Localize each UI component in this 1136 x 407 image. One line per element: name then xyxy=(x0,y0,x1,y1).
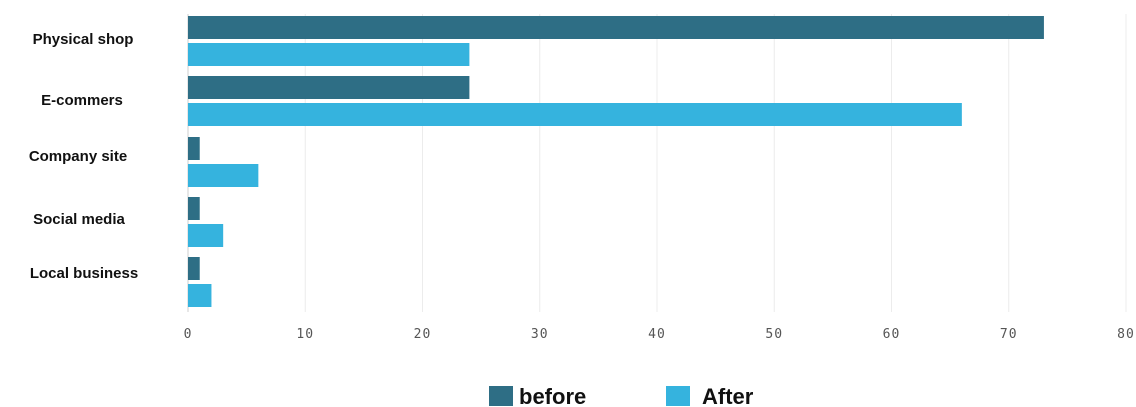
category-label-company-site: Company site xyxy=(29,148,127,165)
bar-after-social-media xyxy=(188,224,224,247)
x-tick-label-40: 40 xyxy=(648,327,666,342)
x-tick-label-50: 50 xyxy=(765,327,783,342)
x-axis-ticks: 0 10 20 30 40 50 60 70 80 xyxy=(184,327,1135,342)
x-tick-label-60: 60 xyxy=(883,327,901,342)
bar-before-local-business xyxy=(188,257,200,280)
legend-swatch-before xyxy=(489,386,513,406)
category-labels: Physical shop E-commers Company site Social… xyxy=(29,31,138,282)
x-tick-label-70: 70 xyxy=(1000,327,1018,342)
legend-label-after: After xyxy=(702,384,754,407)
bar-after-e-commers xyxy=(188,103,962,126)
bar-after-physical-shop xyxy=(188,43,470,66)
category-label-physical-shop: Physical shop xyxy=(33,31,134,48)
x-tick-label-30: 30 xyxy=(531,327,549,342)
bar-before-e-commers xyxy=(188,76,470,99)
bars xyxy=(188,16,1044,307)
legend-swatch-after xyxy=(666,386,690,406)
bar-before-social-media xyxy=(188,197,200,220)
x-tick-label-10: 10 xyxy=(296,327,314,342)
x-tick-label-80: 80 xyxy=(1117,327,1135,342)
bar-before-company-site xyxy=(188,137,200,160)
category-label-local-business: Local business xyxy=(30,265,138,282)
legend-label-before: before xyxy=(519,384,586,407)
category-label-e-commers: E-commers xyxy=(41,92,123,109)
category-label-social-media: Social media xyxy=(33,211,125,228)
bar-before-physical-shop xyxy=(188,16,1044,39)
bar-after-company-site xyxy=(188,164,259,187)
x-tick-label-0: 0 xyxy=(184,327,193,342)
legend: before After xyxy=(489,384,754,407)
x-tick-label-20: 20 xyxy=(414,327,432,342)
bar-after-local-business xyxy=(188,284,212,307)
